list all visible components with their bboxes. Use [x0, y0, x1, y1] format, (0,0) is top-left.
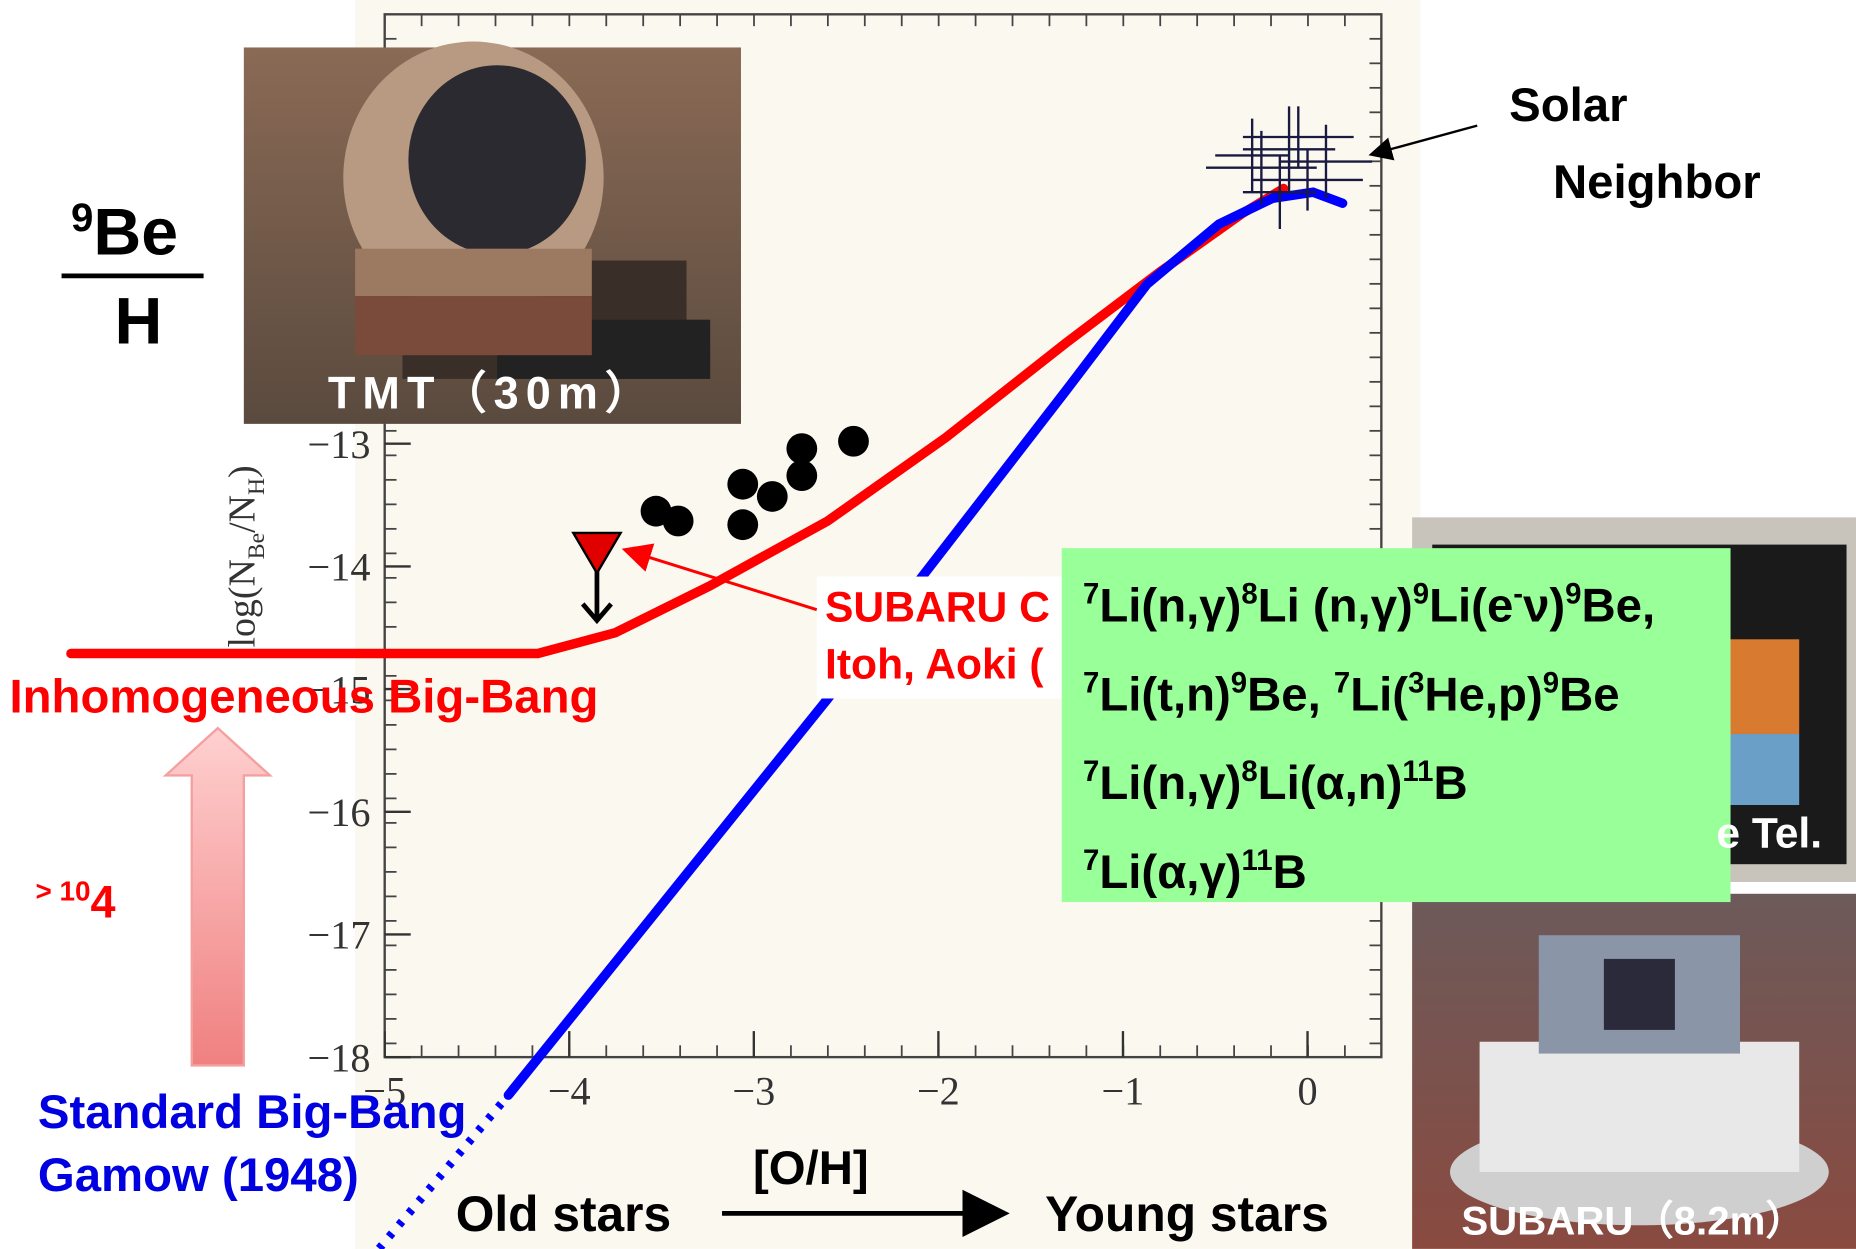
reaction-part: 7: [1083, 844, 1099, 877]
reaction-part: Li(: [1350, 668, 1408, 721]
x-tick-label: −1: [1102, 1068, 1145, 1113]
ratio-mass: 9: [71, 195, 93, 240]
reaction: 7Li(t,n)9Be, 7Li(3He,p)9Be: [1083, 666, 1620, 721]
factor-label-part: 4: [91, 876, 116, 927]
y-label-part: Be: [244, 533, 270, 559]
reaction-part: 7: [1334, 666, 1350, 699]
reaction-part: He,p): [1424, 668, 1542, 721]
reaction-part: 9: [1413, 578, 1429, 611]
reaction-part: B: [1273, 846, 1307, 899]
reaction-part: Li (n,γ): [1258, 580, 1413, 633]
reaction-part: Li(n,γ): [1099, 757, 1241, 810]
y-label-part: /N: [221, 495, 263, 533]
data-point: [727, 509, 758, 540]
y-label-part: H: [244, 478, 270, 495]
x-tick-label: −3: [732, 1068, 775, 1113]
y-tick-label: −13: [308, 422, 371, 467]
factor-arrow: [166, 728, 270, 1065]
subaru-photo: [1412, 894, 1856, 1249]
reaction-part: Be,: [1247, 668, 1334, 721]
data-point: [838, 426, 869, 457]
y-label-part: log(N: [221, 559, 263, 647]
reaction-part: 9: [1565, 578, 1581, 611]
y-label-part: ): [221, 465, 263, 478]
solar-label: Neighbor: [1553, 156, 1761, 209]
reaction-part: 3: [1408, 666, 1424, 699]
page: −13−14−15−16−17−18−5−4−3−2−10log(NBe/NH)…: [0, 0, 1856, 1249]
reaction-part: 8: [1241, 578, 1257, 611]
reaction-part: Li(α,n): [1258, 757, 1403, 810]
data-point: [757, 481, 788, 512]
obs-label: Itoh, Aoki (: [825, 640, 1044, 688]
reaction-part: 9: [1543, 666, 1559, 699]
reaction-part: Be: [1559, 668, 1620, 721]
ratio-numerator: 9Be: [71, 195, 178, 270]
series-name: Standard Big-Bang: [38, 1086, 467, 1139]
reaction-part: B: [1433, 757, 1467, 810]
x-tick-label: 0: [1297, 1068, 1317, 1113]
reaction-part: 11: [1402, 755, 1433, 788]
y-tick-label: −14: [308, 545, 371, 590]
reaction-part: Li(n,γ): [1099, 580, 1241, 633]
young-label: Young stars: [1045, 1186, 1329, 1242]
reaction-part: ν): [1523, 580, 1565, 633]
gamow-label: Gamow (1948): [38, 1149, 359, 1202]
data-point: [663, 506, 694, 537]
factor-label-part: > 10: [36, 875, 91, 906]
y-tick-label: −18: [308, 1035, 371, 1080]
y-tick-label: −17: [308, 913, 371, 958]
reaction: 7Li(α,γ)11B: [1083, 844, 1307, 899]
reaction-part: 7: [1083, 666, 1099, 699]
reaction-part: 7: [1083, 578, 1099, 611]
factor-label: > 104: [36, 875, 116, 927]
y-tick-label: −16: [308, 790, 371, 835]
series-name: Inhomogeneous Big-Bang: [9, 671, 598, 724]
photo-caption: SUBARU（8.2m）: [1461, 1199, 1805, 1244]
x-tick-label: −2: [917, 1068, 960, 1113]
reaction-part: Li(e: [1429, 580, 1513, 633]
reaction-part: Be,: [1581, 580, 1655, 633]
photo-caption: e Tel.: [1716, 810, 1822, 858]
reaction-part: 7: [1083, 755, 1099, 788]
data-point: [786, 460, 817, 491]
y-axis-label: log(NBe/NH): [221, 465, 269, 647]
data-point: [727, 469, 758, 500]
reaction-part: 8: [1241, 755, 1257, 788]
reaction-part: Li(α,γ): [1099, 846, 1241, 899]
reaction-part: 9: [1231, 666, 1247, 699]
reaction-part: 11: [1242, 844, 1273, 877]
old-label: Old stars: [456, 1186, 671, 1242]
ratio-element: Be: [93, 196, 178, 270]
photo-caption: TMT（30m）: [328, 367, 657, 418]
ratio-denominator: H: [115, 284, 163, 358]
reaction-part: -: [1513, 578, 1523, 611]
data-point: [786, 433, 817, 464]
solar-label: Solar: [1509, 79, 1627, 132]
obs-label: SUBARU C: [825, 584, 1050, 632]
x-axis-label: [O/H]: [753, 1142, 869, 1195]
slide: −13−14−15−16−17−18−5−4−3−2−10log(NBe/NH)…: [0, 0, 1856, 1249]
reaction-part: Li(t,n): [1099, 668, 1230, 721]
x-tick-label: −4: [548, 1068, 591, 1113]
